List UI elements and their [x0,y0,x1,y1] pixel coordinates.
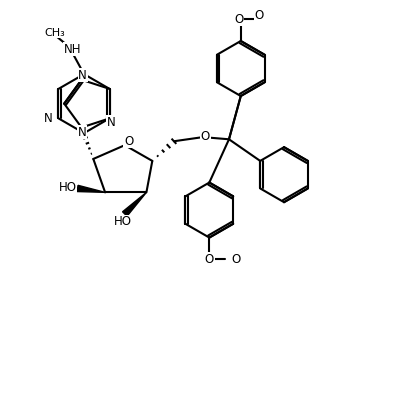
Text: O: O [231,253,240,266]
Text: O: O [201,129,210,143]
Text: O: O [255,9,264,22]
Text: N: N [78,69,87,82]
Text: O: O [234,13,244,26]
Text: NH: NH [63,43,81,56]
Text: N: N [78,126,87,139]
Text: N: N [44,112,53,125]
Text: CH₃: CH₃ [44,28,65,38]
Polygon shape [122,192,146,216]
Text: N: N [106,116,115,129]
Polygon shape [77,185,105,192]
Text: HO: HO [59,181,77,194]
Text: O: O [205,253,214,266]
Text: HO: HO [114,215,132,228]
Text: O: O [124,135,133,148]
